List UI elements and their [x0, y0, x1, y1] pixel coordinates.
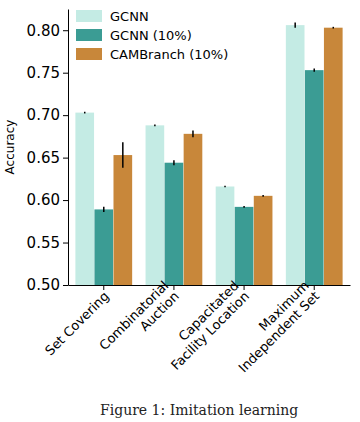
error-bar — [122, 142, 124, 167]
legend-label: GCNN (10%) — [110, 28, 192, 43]
y-tick-mark — [63, 285, 68, 286]
x-tick-label: MaximumIndependent Set — [225, 278, 323, 376]
y-tick-mark — [63, 115, 68, 116]
y-tick-mark — [63, 73, 68, 74]
y-tick: 0.65 — [27, 149, 68, 167]
y-tick-mark — [63, 243, 68, 244]
legend-item: GCNN — [76, 9, 149, 24]
x-tick-mark — [173, 285, 174, 290]
error-bar — [103, 207, 105, 212]
error-bar — [173, 160, 175, 165]
legend-item: GCNN (10%) — [76, 28, 192, 43]
bar — [324, 28, 343, 285]
y-axis: 0.50 0.55 0.60 0.65 0.70 0.75 0.80 — [27, 10, 69, 295]
bar — [94, 209, 113, 285]
y-tick-mark — [63, 200, 68, 201]
y-tick-label: 0.55 — [27, 234, 60, 252]
y-tick-mark — [63, 158, 68, 159]
y-tick-label: 0.50 — [27, 276, 60, 294]
error-bar — [154, 124, 156, 126]
bar — [113, 155, 132, 285]
legend-label: CAMBranch (10%) — [110, 47, 228, 62]
x-tick: MaximumIndependent Set — [225, 278, 323, 376]
y-tick-label: 0.70 — [27, 106, 60, 124]
x-tick: CombinatorialAuction — [96, 278, 182, 364]
bar — [305, 70, 324, 285]
legend-item: CAMBranch (10%) — [76, 47, 228, 62]
error-bar — [243, 206, 245, 208]
x-tick-mark — [103, 285, 104, 290]
y-tick-label: 0.80 — [27, 22, 60, 40]
legend-swatch — [76, 48, 102, 60]
error-bar — [313, 68, 315, 71]
y-tick-label: 0.65 — [27, 149, 60, 167]
y-tick: 0.55 — [27, 234, 68, 252]
legend-label: GCNN — [110, 9, 149, 24]
bar — [184, 134, 203, 285]
bar — [286, 25, 305, 285]
error-bar — [294, 23, 296, 28]
x-tick-label-line: Independent Set — [235, 289, 322, 376]
y-tick-label: 0.60 — [27, 191, 60, 209]
error-bar — [192, 130, 194, 137]
y-tick-mark — [63, 30, 68, 31]
bar — [75, 113, 94, 285]
y-tick: 0.60 — [27, 191, 68, 209]
bar — [165, 163, 184, 285]
error-bar — [84, 112, 86, 114]
legend: GCNN GCNN (10%) CAMBranch (10%) — [76, 9, 228, 62]
bar — [254, 196, 273, 285]
x-tick-label: CombinatorialAuction — [96, 278, 182, 364]
bar — [235, 207, 254, 285]
x-axis: Set CoveringCombinatorialAuctionCapacita… — [42, 278, 350, 376]
y-tick: 0.50 — [27, 276, 68, 294]
y-tick: 0.75 — [27, 64, 68, 82]
y-axis-line — [68, 10, 69, 286]
bars — [75, 23, 342, 285]
y-axis-title: Accuracy — [3, 120, 17, 175]
x-tick-mark — [244, 285, 245, 290]
x-tick-label-line: Auction — [137, 289, 182, 334]
chart: 0.50 0.55 0.60 0.65 0.70 0.75 0.80 Set Covering… — [0, 0, 360, 422]
legend-swatch — [76, 29, 102, 41]
y-tick-label: 0.75 — [27, 64, 60, 82]
x-tick-label: CapacitatedFacility Location — [157, 278, 252, 373]
error-bar — [333, 27, 335, 29]
legend-swatch — [76, 10, 102, 22]
x-tick: CapacitatedFacility Location — [157, 278, 252, 373]
bar — [146, 125, 165, 285]
y-tick: 0.80 — [27, 22, 68, 40]
plot: 0.50 0.55 0.60 0.65 0.70 0.75 0.80 Set Covering… — [27, 9, 351, 375]
x-tick-mark — [314, 285, 315, 290]
error-bar — [262, 195, 264, 197]
error-bar — [224, 186, 226, 188]
y-tick: 0.70 — [27, 106, 68, 124]
bar — [216, 186, 235, 285]
caption: Figure 1: Imitation learning — [100, 402, 298, 418]
